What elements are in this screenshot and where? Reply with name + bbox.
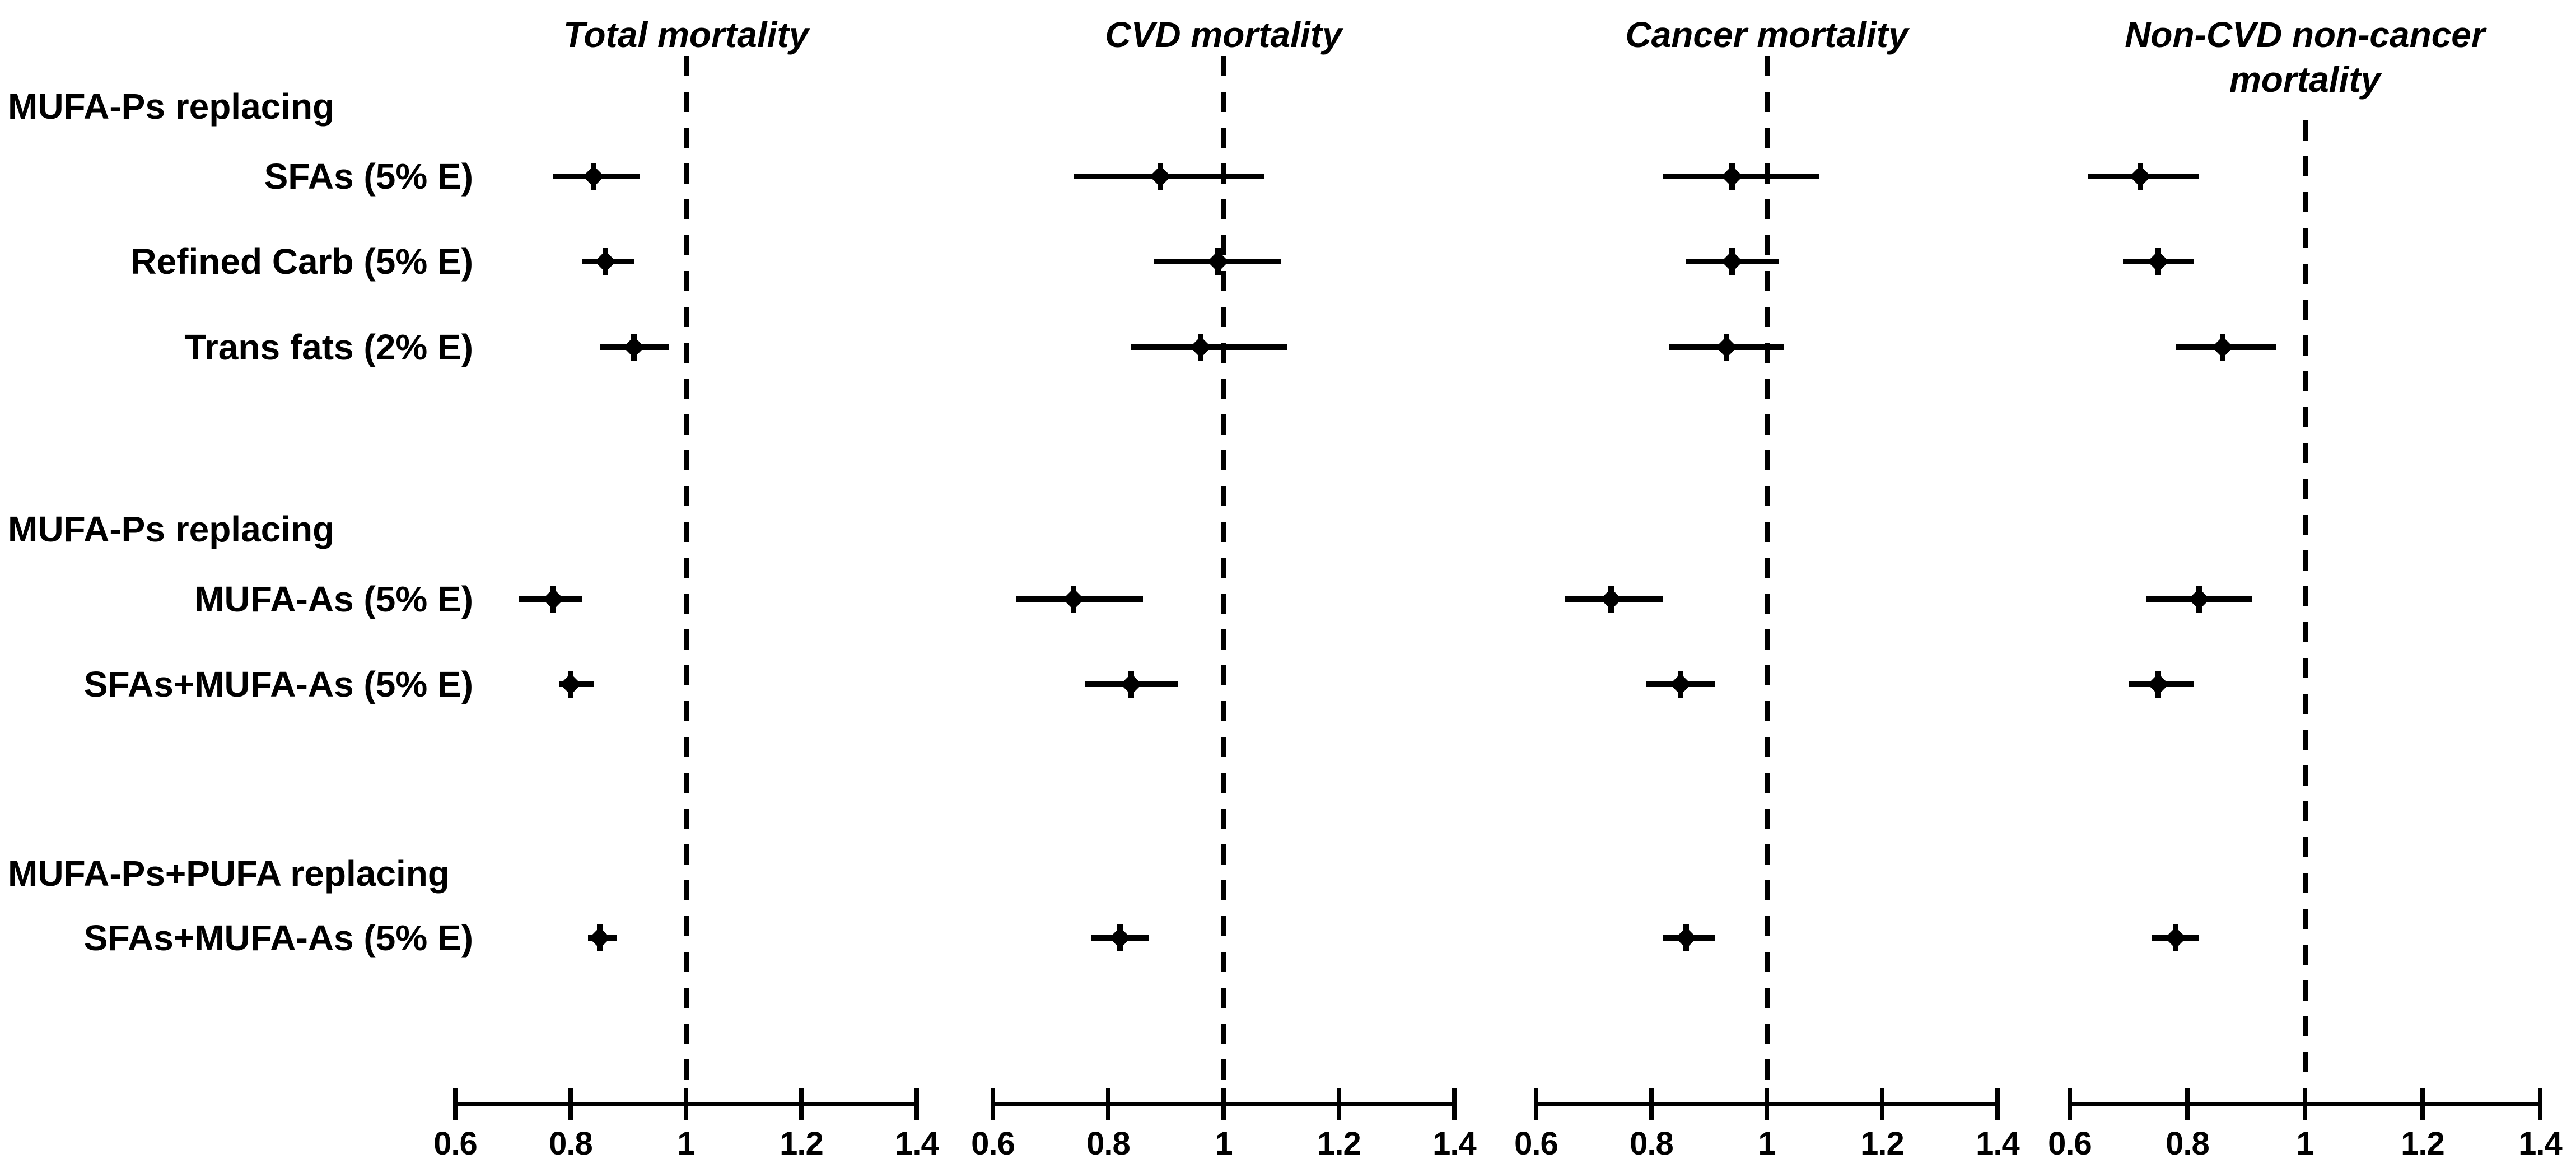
point-estimate-marker: [2188, 588, 2210, 610]
panel-title-line: Cancer mortality: [1625, 15, 1908, 55]
axis-tick-label: 1.2: [1860, 1125, 1905, 1162]
axis-tick-label: 0.6: [433, 1125, 478, 1162]
group-header: MUFA-Ps+PUFA replacing: [8, 853, 450, 894]
reference-line: [683, 56, 689, 1087]
axis-tick-label: 1.4: [2518, 1125, 2563, 1162]
axis-tick: [1765, 1088, 1769, 1120]
axis-tick: [1221, 1088, 1226, 1120]
point-estimate-marker: [559, 673, 582, 695]
point-estimate-marker: [2129, 165, 2152, 188]
point-estimate-marker: [1109, 927, 1131, 949]
axis-tick: [1337, 1088, 1341, 1120]
point-estimate-marker: [623, 336, 645, 358]
point-estimate-marker: [543, 588, 564, 610]
axis-tick-label: 1.2: [2401, 1125, 2445, 1162]
axis-tick: [2538, 1088, 2542, 1120]
reference-line: [1221, 56, 1226, 1087]
panel-title: Total mortality: [563, 12, 809, 57]
point-estimate-marker: [1715, 336, 1737, 358]
panel-title: Non-CVD non-cancer mortality: [2125, 12, 2485, 102]
point-estimate-marker: [2147, 250, 2169, 273]
reference-line: [1764, 56, 1770, 1087]
panel-title-line: Total mortality: [563, 15, 809, 55]
point-estimate-marker: [583, 165, 605, 188]
axis-tick: [2420, 1088, 2425, 1120]
point-estimate-marker: [589, 927, 610, 949]
axis-tick: [799, 1088, 804, 1120]
axis-tick: [684, 1088, 688, 1120]
point-estimate-marker: [1675, 927, 1697, 949]
axis-tick: [1534, 1088, 1538, 1120]
panel-title-line: CVD mortality: [1105, 15, 1342, 55]
axis-tick: [453, 1088, 458, 1120]
axis-tick-label: 1: [1215, 1125, 1233, 1162]
point-estimate-marker: [1669, 673, 1691, 695]
axis-tick-label: 1.4: [1432, 1125, 1477, 1162]
axis-tick-label: 0.8: [2166, 1125, 2210, 1162]
panel-title: CVD mortality: [1105, 12, 1342, 57]
axis-tick-label: 1: [1758, 1125, 1776, 1162]
axis-tick: [2185, 1088, 2190, 1120]
group-header: MUFA-Ps replacing: [8, 86, 335, 127]
row-label: MUFA-As (5% E): [194, 579, 473, 619]
axis-tick: [2303, 1088, 2307, 1120]
axis-tick: [1880, 1088, 1884, 1120]
axis-tick: [914, 1088, 919, 1120]
axis-tick: [568, 1088, 573, 1120]
axis-tick-label: 0.6: [971, 1125, 1015, 1162]
axis-tick-label: 1.2: [1317, 1125, 1361, 1162]
axis-tick-label: 1.4: [1976, 1125, 2020, 1162]
axis-tick: [1649, 1088, 1654, 1120]
axis-tick-label: 1.2: [780, 1125, 824, 1162]
axis-tick-label: 1.4: [895, 1125, 939, 1162]
row-label: Refined Carb (5% E): [130, 241, 473, 282]
panel-title-line: Non-CVD non-cancer: [2125, 15, 2485, 55]
axis-tick-label: 1: [2296, 1125, 2314, 1162]
point-estimate-marker: [1600, 588, 1622, 610]
reference-line: [2302, 120, 2308, 1087]
axis-tick: [991, 1088, 995, 1120]
axis-tick-label: 0.8: [549, 1125, 593, 1162]
axis-tick-label: 0.6: [2048, 1125, 2092, 1162]
axis-tick: [1106, 1088, 1110, 1120]
point-estimate-marker: [2211, 336, 2234, 358]
axis-tick-label: 0.8: [1630, 1125, 1674, 1162]
row-label: SFAs (5% E): [264, 156, 473, 197]
group-header: MUFA-Ps replacing: [8, 509, 335, 549]
point-estimate-marker: [1721, 250, 1743, 273]
axis-tick-label: 1: [677, 1125, 695, 1162]
axis-tick: [1995, 1088, 2000, 1120]
point-estimate-marker: [594, 250, 616, 273]
row-label: Trans fats (2% E): [184, 327, 473, 367]
axis-tick-label: 0.6: [1514, 1125, 1558, 1162]
axis-tick: [1452, 1088, 1457, 1120]
point-estimate-marker: [1121, 673, 1142, 695]
panel-title: Cancer mortality: [1625, 12, 1908, 57]
point-estimate-marker: [1063, 588, 1085, 610]
point-estimate-marker: [2164, 927, 2187, 949]
point-estimate-marker: [2147, 673, 2169, 695]
point-estimate-marker: [1189, 336, 1211, 358]
row-label: SFAs+MUFA-As (5% E): [83, 664, 473, 704]
axis-tick: [2068, 1088, 2072, 1120]
point-estimate-marker: [1149, 165, 1171, 188]
panel-title-line: mortality: [2229, 59, 2381, 100]
point-estimate-marker: [1721, 165, 1743, 188]
row-label: SFAs+MUFA-As (5% E): [83, 918, 473, 958]
axis-tick-label: 0.8: [1086, 1125, 1131, 1162]
